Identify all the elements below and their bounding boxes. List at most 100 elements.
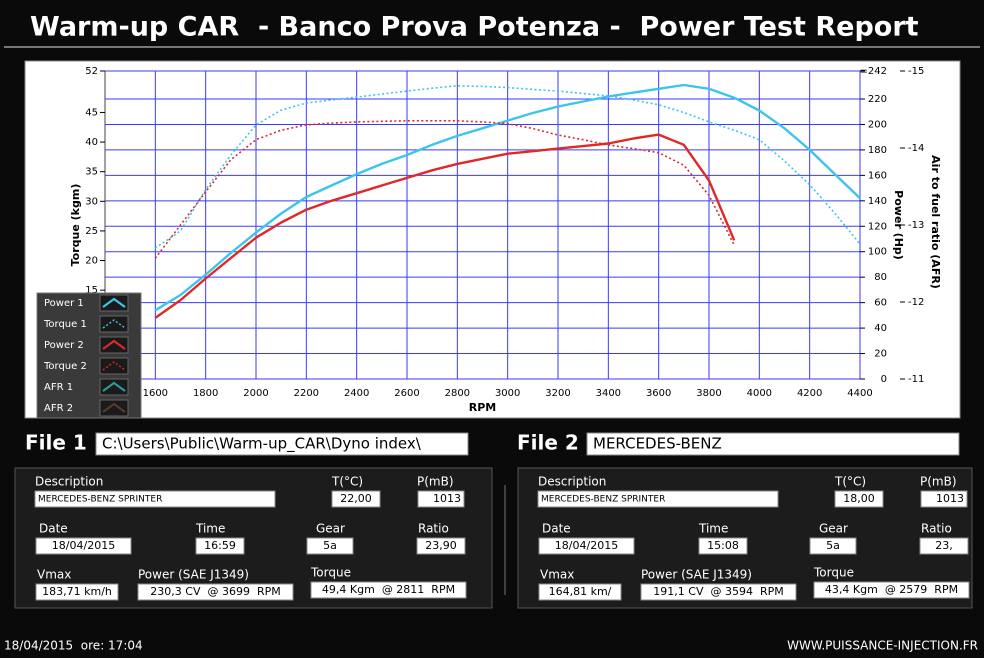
field-label: Power (SAE J1349): [641, 568, 752, 582]
y-tick-label: 30: [85, 196, 98, 207]
field-label: Time: [195, 522, 225, 536]
legend-box: [36, 292, 142, 419]
x-tick-label: 1800: [193, 388, 218, 399]
y2-tick-label: 80: [874, 272, 887, 283]
field-value: 230,3 CV @ 3699 RPM: [150, 585, 280, 598]
field-box: [35, 583, 119, 601]
y3-axis-title: Air to fuel ratio (AFR): [929, 155, 942, 289]
field-box: [919, 537, 969, 555]
field-value: 18/04/2015: [555, 539, 618, 552]
field-label: P(mB): [417, 475, 454, 489]
field-label: Gear: [819, 522, 848, 536]
file-path: MERCEDES-BENZ: [593, 435, 722, 453]
field-box: [310, 581, 467, 599]
legend-swatch-bg: [99, 336, 129, 354]
legend-swatch-bg: [99, 315, 129, 333]
y2-tick-label: 180: [868, 145, 887, 156]
x-tick-label: 2600: [394, 388, 419, 399]
field-label: Ratio: [921, 522, 952, 536]
series-line: [154, 85, 861, 249]
field-box: [538, 537, 635, 555]
x-tick-label: 3200: [545, 388, 570, 399]
field-value: MERCEDES-BENZ SPRINTER: [38, 495, 162, 505]
field-label: T(°C): [834, 475, 866, 489]
field-box: [698, 537, 748, 555]
field-value: 5a: [323, 539, 337, 552]
field-label: Vmax: [540, 568, 574, 582]
field-label: Date: [39, 522, 68, 536]
field-label: Description: [538, 475, 606, 489]
y3-tick-label: -11: [908, 374, 924, 385]
panels: Description MERCEDES-BENZ SPRINTER T(°C) 22…: [34, 475, 970, 601]
series-line: [154, 83, 861, 312]
y-axis-title: Torque (kgm): [69, 184, 82, 267]
field-box: [35, 537, 132, 555]
file-path: C:\Users\Public\Warm-up_CAR\Dyno index\: [102, 435, 422, 454]
field-value: 15:08: [707, 539, 739, 552]
y3-tick-label: -15: [908, 66, 924, 77]
x-tick-label: 3800: [696, 388, 721, 399]
footer-timestamp: 18/04/2015 ore: 17:04: [4, 639, 143, 653]
field-value: 22,00: [340, 492, 372, 505]
legend-swatch: [102, 361, 126, 371]
field-box: [538, 583, 622, 601]
field-value: 23,: [935, 539, 953, 552]
field-label: Vmax: [37, 568, 71, 582]
y2-tick-label: 220: [868, 94, 887, 105]
x-tick-label: 4000: [747, 388, 772, 399]
field-label: Ratio: [418, 522, 449, 536]
field-label: Torque: [813, 566, 854, 580]
y2-axis-title: Power (Hp): [892, 190, 905, 260]
legend-swatch: [102, 381, 126, 392]
y2-tick-label: 40: [874, 323, 887, 334]
y2-tick-label: 60: [874, 298, 887, 309]
report-title: Warm-up CAR - Banco Prova Potenza - Powe…: [30, 12, 919, 43]
field-label: Date: [542, 522, 571, 536]
x-tick-label: 2200: [294, 388, 319, 399]
field-value: 23,90: [425, 539, 457, 552]
field-box: [813, 581, 970, 599]
plot-area: [104, 70, 861, 380]
field-value: 49,4 Kgm @ 2811 RPM: [322, 583, 455, 596]
field-box: [137, 583, 294, 601]
field-box: [331, 490, 381, 508]
legend-label: Power 1: [44, 298, 84, 309]
field-value: 16:59: [204, 539, 236, 552]
x-tick-label: 1600: [143, 388, 168, 399]
legend-label: Power 2: [44, 340, 84, 351]
y3-tick-label: -13: [908, 220, 924, 231]
y2-tick-label: 100: [868, 247, 887, 258]
y2-tick-label: 20: [874, 349, 887, 360]
y-tick-label: 15: [85, 285, 98, 296]
field-value: 164,81 km/: [549, 585, 612, 598]
field-box: [640, 583, 797, 601]
field-box: [34, 490, 276, 508]
title-rule: [4, 46, 980, 48]
field-label: Time: [698, 522, 728, 536]
y2-tick-label: =242: [860, 66, 887, 77]
field-value: 43,4 Kgm @ 2579 RPM: [825, 583, 958, 596]
field-value: 183,71 km/h: [42, 585, 112, 598]
x-tick-label: 2400: [344, 388, 369, 399]
series-line: [154, 120, 735, 259]
y2-tick-label: 200: [868, 119, 887, 130]
field-label: Description: [35, 475, 103, 489]
series-line: [154, 133, 736, 319]
y2-tick-label: 160: [868, 170, 887, 181]
field-box: [809, 537, 857, 555]
field-value: 191,1 CV @ 3594 RPM: [653, 585, 783, 598]
field-label: T(°C): [331, 475, 363, 489]
legend-swatch-bg: [99, 294, 129, 312]
legend-swatch: [102, 339, 126, 350]
y2-tick-label: 120: [868, 221, 887, 232]
legend-swatch: [102, 402, 126, 413]
legend-swatch-bg: [99, 357, 129, 375]
field-box: [306, 537, 354, 555]
y2-tick-label: 0: [881, 374, 887, 385]
file-label: File 1: [25, 431, 87, 455]
y3-tick-label: -14: [908, 143, 924, 154]
field-box: [417, 490, 465, 508]
legend-label: Torque 1: [43, 319, 87, 330]
legend-label: Torque 2: [43, 361, 87, 372]
